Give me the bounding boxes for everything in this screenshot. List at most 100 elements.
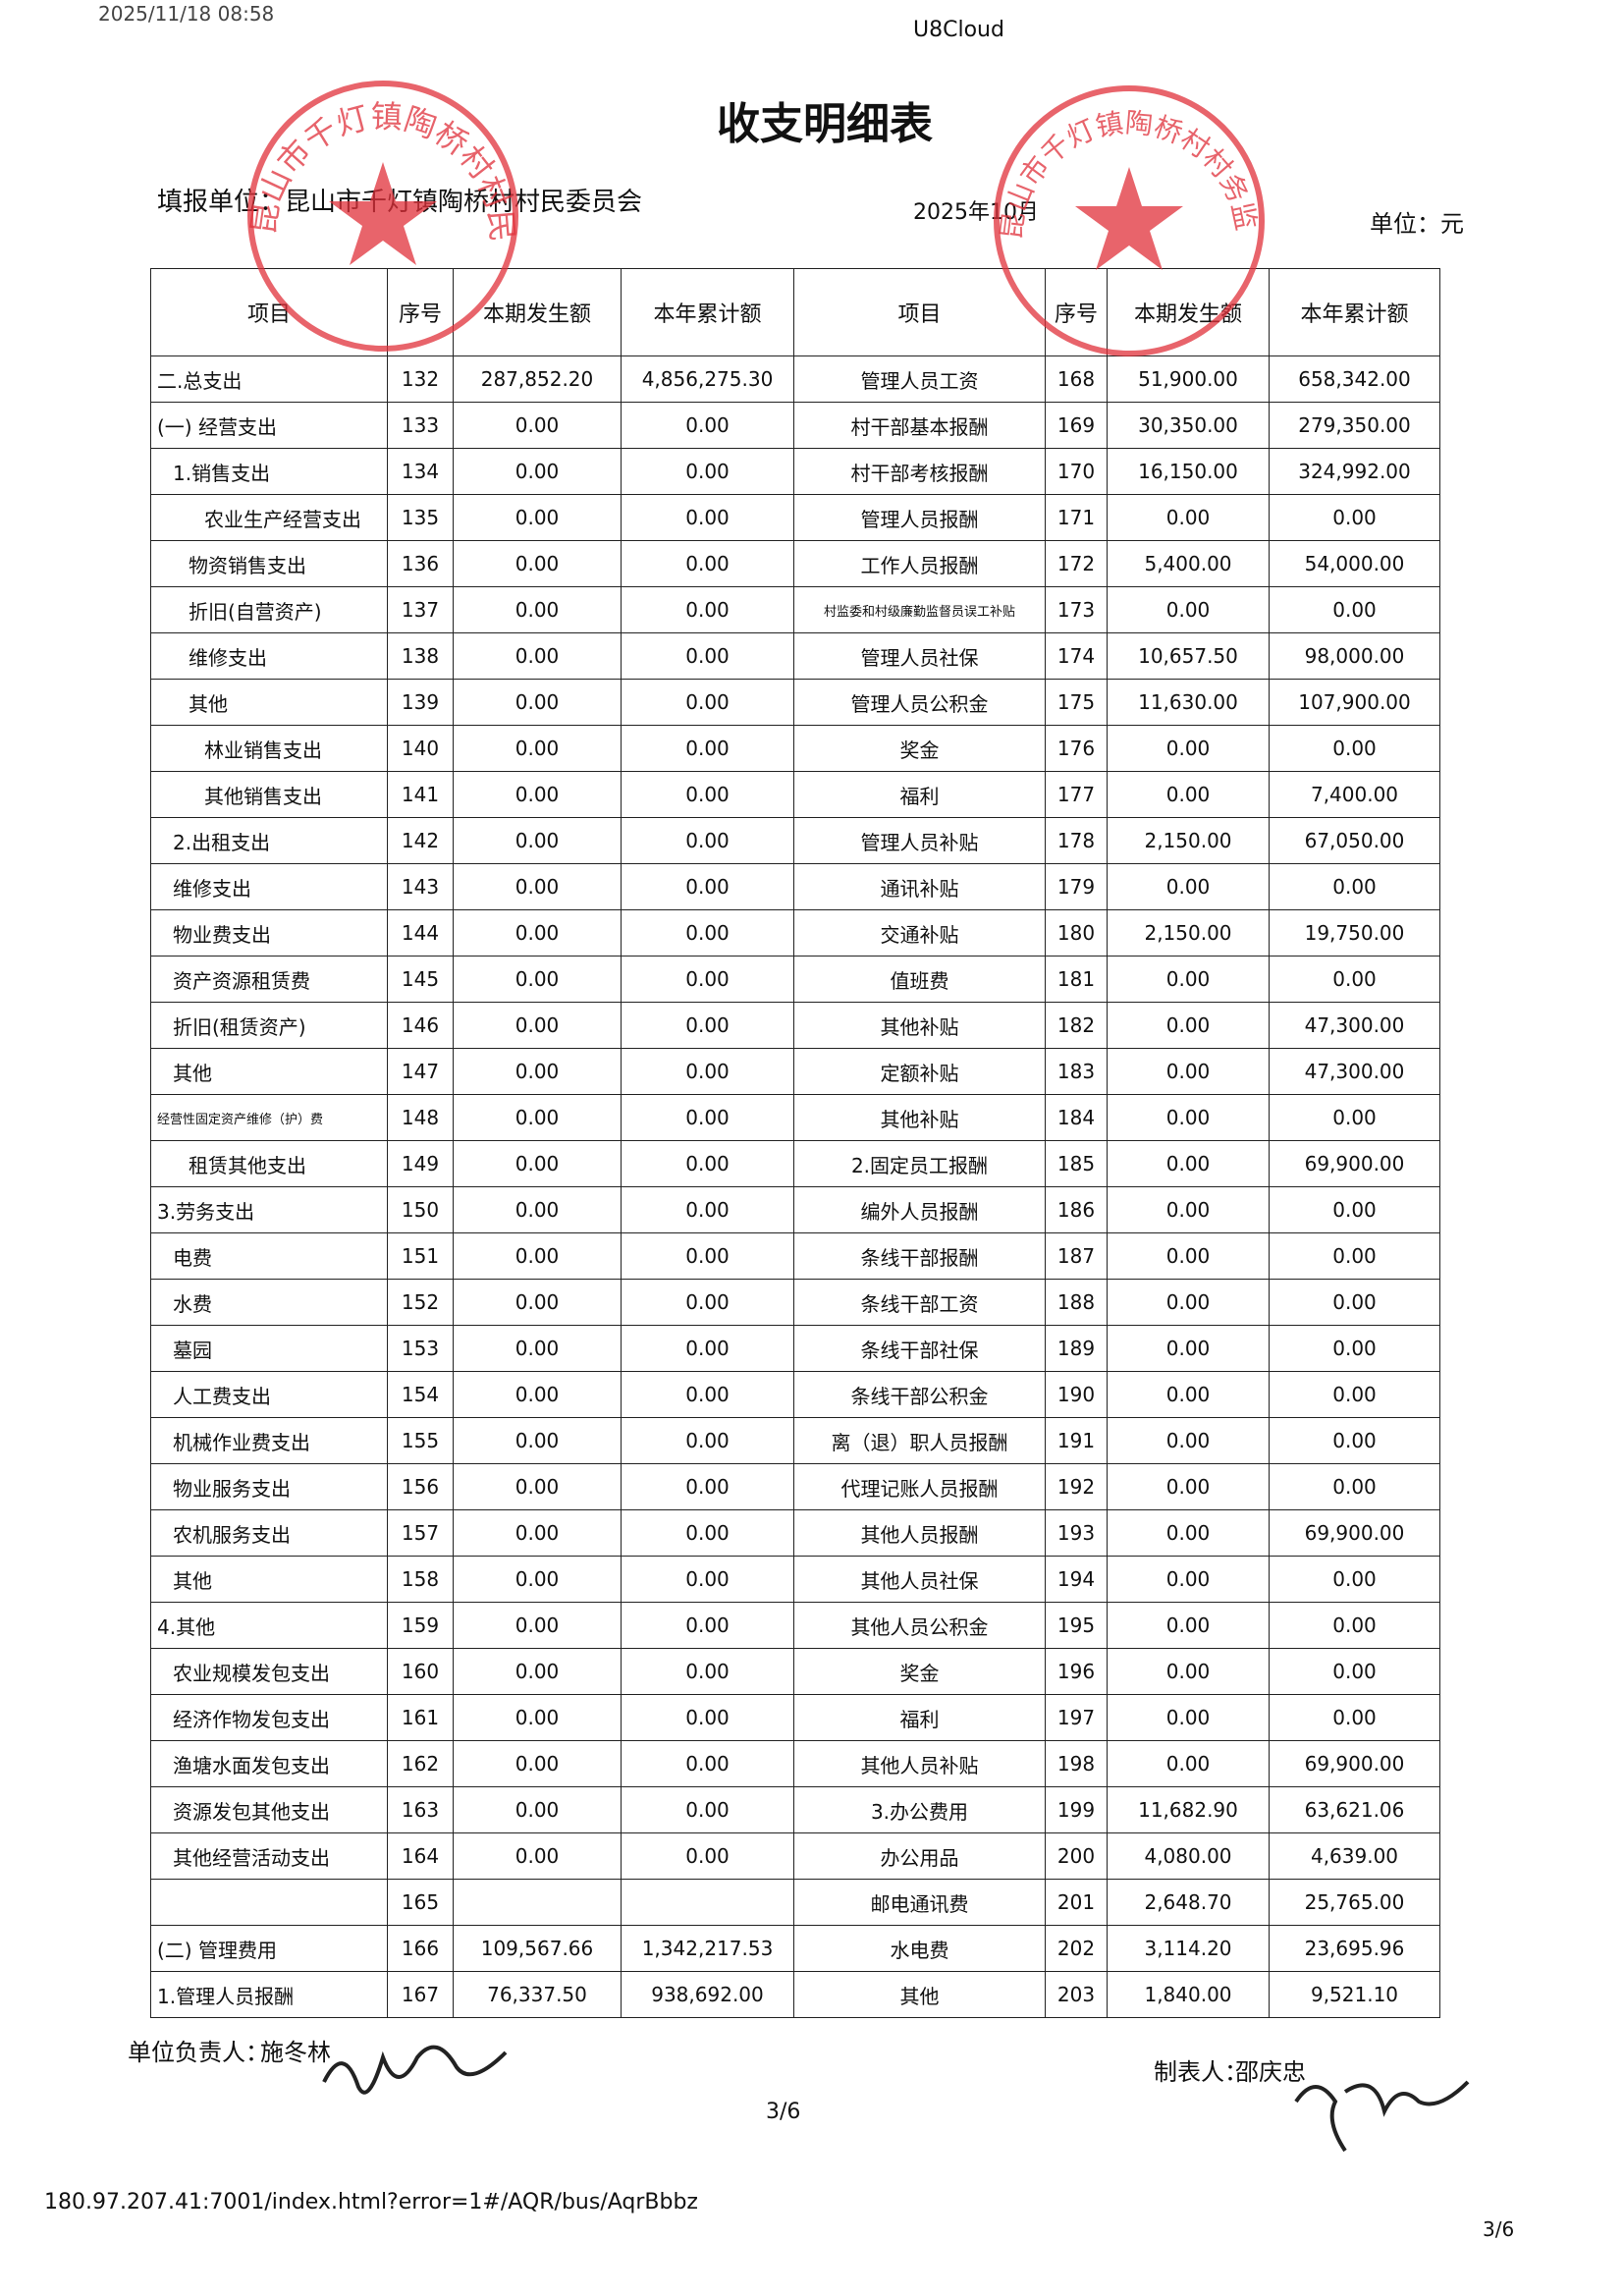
item-cell: 水电费 [793, 1925, 1046, 1972]
amount-cell: 0.00 [453, 1140, 622, 1187]
seq-cell: 159 [387, 1602, 454, 1649]
seq-cell: 140 [387, 725, 454, 772]
table-row: 4.其他 159 0.00 0.00 其他人员公积金 195 0.00 0.00 [150, 1602, 1440, 1649]
item-cell: 经济作物发包支出 [150, 1694, 388, 1741]
seq-cell: 177 [1045, 771, 1108, 818]
column-header: 序号 [387, 268, 454, 356]
seq-cell: 150 [387, 1186, 454, 1233]
item-cell: 1.管理人员报酬 [150, 1971, 388, 2018]
seq-cell: 147 [387, 1048, 454, 1095]
amount-cell: 76,337.50 [453, 1971, 622, 2018]
seq-cell: 138 [387, 632, 454, 680]
table-row: 墓园 153 0.00 0.00 条线干部社保 189 0.00 0.00 [150, 1325, 1440, 1372]
item-cell: 二.总支出 [150, 355, 388, 403]
amount-cell: 7,400.00 [1269, 771, 1440, 818]
item-cell: 条线干部工资 [793, 1279, 1046, 1326]
item-cell: 编外人员报酬 [793, 1186, 1046, 1233]
amount-cell: 0.00 [1107, 1094, 1270, 1141]
column-header: 本期发生额 [1107, 268, 1270, 356]
signature-right [1294, 2080, 1470, 2153]
item-cell: 1.销售支出 [150, 448, 388, 495]
amount-cell: 0.00 [453, 1786, 622, 1833]
amount-cell: 0.00 [621, 1232, 794, 1280]
amount-cell: 0.00 [1269, 863, 1440, 910]
seq-cell: 142 [387, 817, 454, 864]
amount-cell: 4,639.00 [1269, 1832, 1440, 1880]
item-cell: 管理人员工资 [793, 355, 1046, 403]
amount-cell: 0.00 [453, 540, 622, 587]
table-row: 维修支出 143 0.00 0.00 通讯补贴 179 0.00 0.00 [150, 863, 1440, 910]
item-cell: 经营性固定资产维修（护）费 [150, 1094, 388, 1141]
amount-cell: 0.00 [453, 448, 622, 495]
seq-cell: 194 [1045, 1556, 1108, 1603]
amount-cell: 0.00 [1107, 725, 1270, 772]
amount-cell: 0.00 [1269, 1232, 1440, 1280]
period: 2025年10月 [913, 200, 1039, 225]
leader-name: 施冬林 [260, 2039, 331, 2066]
table-row: 人工费支出 154 0.00 0.00 条线干部公积金 190 0.00 0.00 [150, 1371, 1440, 1418]
item-cell: 奖金 [793, 725, 1046, 772]
table-row: 1.销售支出 134 0.00 0.00 村干部考核报酬 170 16,150.00 324,… [150, 448, 1440, 495]
seq-cell: 201 [1045, 1879, 1108, 1926]
seq-cell: 132 [387, 355, 454, 403]
seq-cell: 190 [1045, 1371, 1108, 1418]
amount-cell: 0.00 [453, 1048, 622, 1095]
table-row: 物业服务支出 156 0.00 0.00 代理记账人员报酬 192 0.00 0.00 [150, 1463, 1440, 1510]
table-row: 其他经营活动支出 164 0.00 0.00 办公用品 200 4,080.00 4,639.… [150, 1832, 1440, 1880]
amount-cell: 0.00 [453, 1832, 622, 1880]
item-cell: 维修支出 [150, 632, 388, 680]
amount-cell: 0.00 [453, 1371, 622, 1418]
item-cell [150, 1879, 388, 1926]
amount-cell: 0.00 [621, 1279, 794, 1326]
seq-cell: 156 [387, 1463, 454, 1510]
amount-cell: 2,150.00 [1107, 817, 1270, 864]
seq-cell: 168 [1045, 355, 1108, 403]
seq-cell: 134 [387, 448, 454, 495]
amount-cell: 0.00 [453, 1094, 622, 1141]
amount-cell: 0.00 [1269, 1371, 1440, 1418]
amount-cell: 0.00 [621, 1417, 794, 1464]
seq-cell: 198 [1045, 1740, 1108, 1787]
item-cell: 其他补贴 [793, 1094, 1046, 1141]
preparer-label: 制表人： [1154, 2058, 1248, 2086]
item-cell: 邮电通讯费 [793, 1879, 1046, 1926]
seq-cell: 165 [387, 1879, 454, 1926]
amount-cell: 0.00 [1107, 1602, 1270, 1649]
item-cell: 农业规模发包支出 [150, 1648, 388, 1695]
amount-cell: 0.00 [1269, 1463, 1440, 1510]
item-cell: 2.出租支出 [150, 817, 388, 864]
table-row: 165 邮电通讯费 201 2,648.70 25,765.00 [150, 1879, 1440, 1926]
item-cell: 电费 [150, 1232, 388, 1280]
amount-cell [453, 1879, 622, 1926]
amount-cell: 1,342,217.53 [621, 1925, 794, 1972]
amount-cell: 4,080.00 [1107, 1832, 1270, 1880]
seq-cell: 195 [1045, 1602, 1108, 1649]
table-row: 经济作物发包支出 161 0.00 0.00 福利 197 0.00 0.00 [150, 1694, 1440, 1741]
amount-cell: 0.00 [621, 402, 794, 449]
item-cell: 村监委和村级廉勤监督员误工补贴 [793, 586, 1046, 633]
amount-cell: 0.00 [453, 402, 622, 449]
amount-cell: 0.00 [453, 1325, 622, 1372]
item-cell: 管理人员社保 [793, 632, 1046, 680]
item-cell: 值班费 [793, 956, 1046, 1003]
amount-cell: 98,000.00 [1269, 632, 1440, 680]
item-cell: 管理人员补贴 [793, 817, 1046, 864]
item-cell: 农业生产经营支出 [150, 494, 388, 541]
amount-cell: 0.00 [453, 1602, 622, 1649]
amount-cell: 0.00 [453, 1740, 622, 1787]
seq-cell: 199 [1045, 1786, 1108, 1833]
amount-cell: 0.00 [621, 1186, 794, 1233]
seq-cell: 173 [1045, 586, 1108, 633]
item-cell: 维修支出 [150, 863, 388, 910]
item-cell: 其他 [150, 1048, 388, 1095]
amount-cell: 47,300.00 [1269, 1048, 1440, 1095]
amount-cell: 0.00 [621, 1325, 794, 1372]
table-row: 1.管理人员报酬 167 76,337.50 938,692.00 其他 203 1,840… [150, 1971, 1440, 2018]
header-row: 项目 序号 本期发生额 本年累计额 项目 序号 本期发生额 本年累计额 [150, 268, 1440, 356]
seq-cell: 145 [387, 956, 454, 1003]
amount-cell: 0.00 [1107, 1648, 1270, 1695]
seq-cell: 154 [387, 1371, 454, 1418]
amount-cell [621, 1879, 794, 1926]
page-number: 3/6 [766, 2100, 801, 2124]
item-cell: 渔塘水面发包支出 [150, 1740, 388, 1787]
